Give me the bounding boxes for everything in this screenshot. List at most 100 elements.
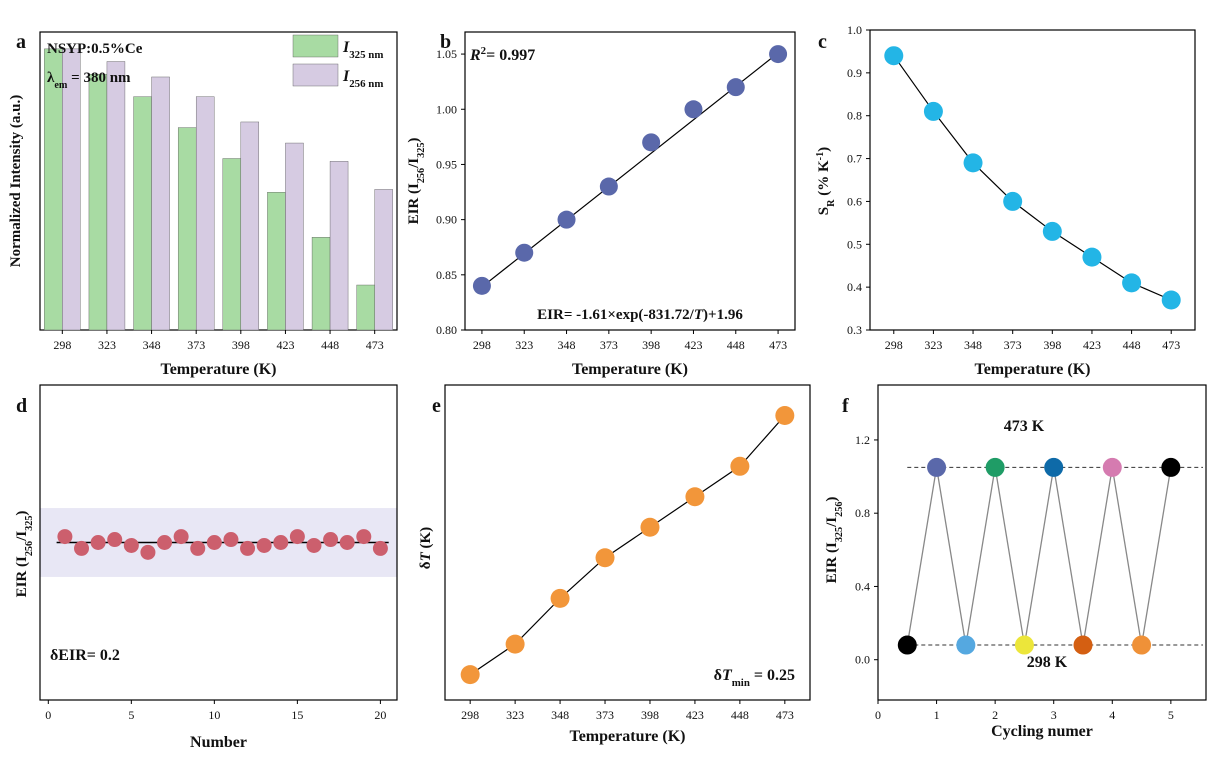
panel-b-point (684, 100, 703, 119)
legend-label-i256: I256 nm (342, 68, 383, 90)
panel-f-point (927, 457, 947, 477)
panel-d-point (157, 535, 173, 550)
panel-c-label: c (818, 31, 827, 53)
panel-e-frame (444, 384, 811, 701)
bar-i256-373 (195, 96, 215, 331)
panel-c-y-tick-label: 0.5 (847, 237, 862, 251)
panel-d-point (372, 540, 388, 556)
bar-i325-473 (356, 284, 375, 331)
panel-a-label: a (16, 31, 26, 53)
panel-c-x-tick-label: 298 (885, 338, 903, 352)
panel-a-frame (39, 31, 398, 331)
panel-c-x-tick-label: 423 (1083, 338, 1101, 352)
bar-i256-448 (329, 161, 349, 331)
panel-f-label-high: 473 K (1004, 418, 1045, 435)
panel-d-xlabel: Number (190, 734, 247, 751)
panel-f-point (1073, 635, 1093, 655)
panel-b-point (769, 45, 788, 64)
panel-d-point (90, 535, 106, 550)
panel-c-x-tick-label: 323 (924, 338, 942, 352)
panel-a-xlabel: Temperature (K) (161, 361, 277, 378)
bar-i325-323 (88, 73, 108, 331)
panel-b-y-tick-label: 1.00 (436, 102, 457, 116)
bar-i256-323 (106, 61, 126, 331)
panel-b-x-tick-label: 348 (558, 338, 576, 352)
panel-d-frame (39, 384, 398, 701)
panel-c-x-tick-label: 448 (1123, 338, 1141, 352)
panel-c-y-tick-label: 1.0 (847, 23, 862, 37)
panel-f-point (1161, 457, 1181, 477)
panel-e-point (730, 456, 750, 476)
panel-d-annotation: δEIR= 0.2 (50, 647, 120, 664)
panel-a-x-tick-label: 423 (276, 338, 294, 352)
panel-d-point (140, 544, 156, 560)
legend-swatch-i256 (292, 63, 339, 87)
panel-e-x-tick-label: 398 (641, 708, 659, 722)
panel-b-x-tick-label: 298 (473, 338, 491, 352)
panel-f-frame (877, 384, 1207, 701)
panel-c-line (893, 55, 1172, 301)
panel-f-x-tick-label: 0 (875, 708, 881, 722)
panel-d-x-tick-label: 15 (291, 708, 303, 722)
panel-d-point (339, 535, 355, 550)
panel-b-point (642, 133, 661, 152)
panel-f-label: f (842, 395, 849, 417)
panel-f-point (1102, 457, 1122, 477)
panel-a-x-tick-label: 323 (98, 338, 116, 352)
panel-d-point (273, 535, 289, 550)
panel-b-y-tick-label: 0.95 (436, 157, 457, 171)
panel-f-point (897, 635, 917, 655)
panel-a-x-tick-label: 373 (187, 338, 205, 352)
panel-b-equation: EIR= -1.61×exp(-831.72/T)+1.96 (537, 307, 743, 323)
bar-i256-423 (285, 142, 304, 331)
panel-c-point (1003, 191, 1023, 211)
panel-d-label: d (16, 395, 27, 417)
panel-d-point (107, 532, 123, 548)
panel-a-x-tick-label: 298 (53, 338, 71, 352)
panel-e-x-tick-label: 348 (551, 708, 569, 722)
panel-b-x-tick-label: 473 (769, 338, 787, 352)
panel-b-y-tick-label: 1.05 (436, 47, 457, 61)
panel-f-y-tick-label: 0.0 (855, 653, 870, 667)
panel-f-label-low: 298 K (1027, 654, 1068, 671)
panel-d-point (190, 540, 206, 556)
legend-swatch-i325 (292, 34, 339, 58)
panel-b-frame (464, 31, 796, 331)
panel-f-point (985, 457, 1005, 477)
panel-a-lambda-label: λem = 380 nm (47, 70, 131, 91)
panel-e-x-tick-label: 423 (686, 708, 704, 722)
panel-d-point (123, 537, 139, 553)
panel-e-point (460, 665, 480, 685)
panel-b-y-tick-label: 0.85 (436, 268, 457, 282)
panel-f-x-tick-label: 2 (992, 708, 998, 722)
panel-a-ylabel: Normalized Intensity (a.u.) (8, 95, 24, 268)
panel-d-point (256, 537, 272, 553)
panel-b-point (472, 276, 491, 295)
panel-a-x-tick-label: 398 (232, 338, 250, 352)
panel-c-point (923, 101, 943, 121)
panel-e-point (685, 487, 705, 507)
panel-f-y-tick-label: 1.2 (855, 433, 870, 447)
panel-e-x-tick-label: 298 (461, 708, 479, 722)
panel-a-sample-label: NSYP:0.5%Ce (47, 41, 143, 57)
panel-e-point (640, 517, 660, 537)
panel-f-y-tick-label: 0.8 (855, 506, 870, 520)
panel-c-y-tick-label: 0.4 (847, 280, 862, 294)
bar-i256-348 (151, 76, 170, 331)
panel-d-point (289, 529, 305, 545)
panel-c-point (1042, 221, 1062, 241)
panel-b-xlabel: Temperature (K) (572, 361, 688, 378)
panel-b-label: b (440, 31, 451, 53)
panel-b-ylabel: EIR (I256/I325) (406, 138, 427, 225)
panel-c-y-tick-label: 0.9 (847, 66, 862, 80)
panel-b-x-tick-label: 398 (642, 338, 660, 352)
panel-a-x-tick-label: 473 (366, 338, 384, 352)
panel-e-point (550, 588, 570, 608)
panel-f-point (956, 635, 976, 655)
bar-i325-448 (311, 237, 331, 331)
panel-d-point (356, 529, 372, 545)
panel-b-x-tick-label: 373 (600, 338, 618, 352)
panel-c-x-tick-label: 398 (1043, 338, 1061, 352)
panel-f-point (1044, 457, 1064, 477)
